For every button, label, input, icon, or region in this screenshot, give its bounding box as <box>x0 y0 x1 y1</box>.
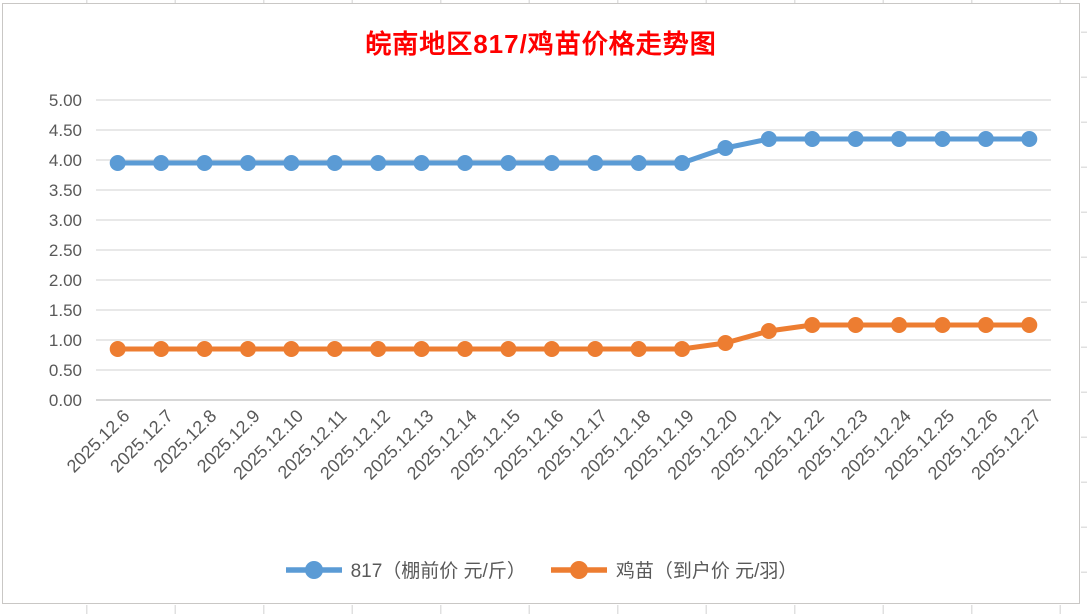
svg-text:4.50: 4.50 <box>49 121 82 140</box>
line-marker-icon <box>285 560 342 579</box>
svg-text:1.50: 1.50 <box>49 301 82 320</box>
svg-text:2.50: 2.50 <box>49 241 82 260</box>
chart-object[interactable]: 皖南地区817/鸡苗价格走势图 0.00 0.50 1.00 1.50 2.00 2.50… <box>2 3 1080 604</box>
svg-text:5.00: 5.00 <box>49 91 82 110</box>
plot-area: 0.00 0.50 1.00 1.50 2.00 2.50 3.00 3.50 4.00 4.50… <box>49 91 1051 484</box>
spreadsheet-gridlines-bottom <box>0 605 1087 614</box>
legend-item-jimiao: 鸡苗（到户价 元/羽） <box>550 556 798 583</box>
line-marker-icon <box>550 560 607 579</box>
legend-label-817: 817（棚前价 元/斤） <box>350 561 526 582</box>
legend-label-jimiao: 鸡苗（到户价 元/羽） <box>615 561 798 582</box>
svg-text:0.50: 0.50 <box>49 361 82 380</box>
svg-text:4.00: 4.00 <box>49 151 82 170</box>
legend: 817（棚前价 元/斤） 鸡苗（到户价 元/羽） <box>3 556 1079 583</box>
svg-text:2.00: 2.00 <box>49 271 82 290</box>
svg-text:0.00: 0.00 <box>49 391 82 410</box>
spreadsheet-gridlines-right <box>1081 0 1087 614</box>
legend-item-817: 817（棚前价 元/斤） <box>285 556 526 583</box>
svg-text:3.00: 3.00 <box>49 211 82 230</box>
svg-text:3.50: 3.50 <box>49 181 82 200</box>
chart-title: 皖南地区817/鸡苗价格走势图 <box>365 29 717 59</box>
svg-text:1.00: 1.00 <box>49 331 82 350</box>
